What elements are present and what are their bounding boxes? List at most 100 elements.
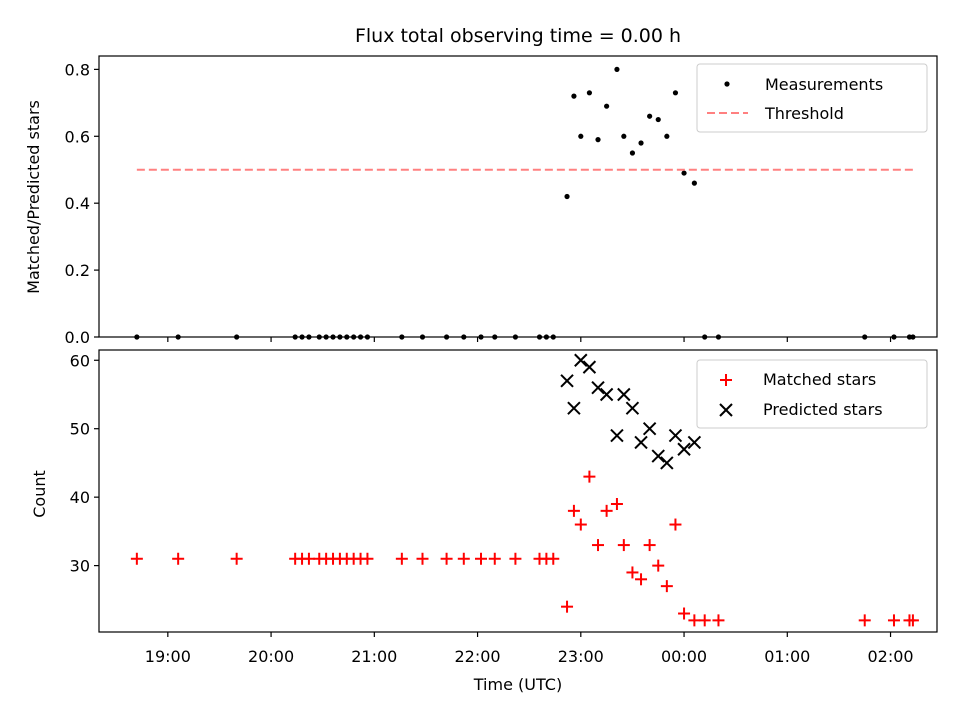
matched-stars-point	[547, 552, 560, 565]
matched-stars-point	[906, 614, 919, 627]
matched-stars-point	[561, 600, 574, 613]
x-tick-label: 00:00	[661, 647, 707, 666]
matched-stars-point	[440, 552, 453, 565]
predicted-stars-point	[634, 435, 648, 450]
legend-matched-marker	[720, 374, 732, 386]
matched-stars-point	[592, 539, 605, 552]
predicted-stars-point	[687, 435, 702, 450]
matched-stars-point	[130, 552, 143, 565]
measurement-point	[691, 180, 697, 186]
bottom-legend-box	[696, 359, 928, 429]
y-tick-label: 40	[70, 488, 90, 507]
matched-stars-point	[626, 566, 639, 579]
y-tick-label: 0.2	[65, 261, 90, 280]
measurement-point	[604, 103, 610, 109]
predicted-stars-point	[560, 374, 574, 388]
predicted-stars-point	[668, 428, 683, 443]
measurement-point	[664, 133, 670, 139]
bottom-y-axis-label: Count	[30, 470, 49, 518]
matched-stars-point	[600, 504, 613, 517]
measurement-point	[681, 170, 687, 176]
top-y-axis: 0.0 0.2 0.4 0.6 0.8	[65, 60, 99, 347]
matched-stars-point	[361, 552, 374, 565]
matched-stars-point	[475, 552, 488, 565]
matched-stars-point	[509, 552, 522, 565]
predicted-stars-point	[617, 387, 631, 402]
legend-matched-label: Matched stars	[763, 370, 876, 389]
predicted-stars-point	[610, 428, 624, 443]
y-tick-label: 0.0	[65, 328, 90, 347]
matched-stars-point	[610, 498, 623, 511]
matched-stars-point	[567, 504, 580, 517]
matched-stars-point	[230, 552, 243, 565]
matched-stars-point	[395, 552, 408, 565]
top-legend: Measurements Threshold	[696, 63, 928, 133]
x-tick-label: 20:00	[248, 647, 294, 666]
matched-stars-point	[678, 607, 691, 620]
predicted-stars-point	[582, 360, 597, 374]
bottom-y-axis: 30 40 50 60	[70, 351, 99, 576]
matched-stars-point	[652, 559, 665, 572]
predicted-stars-point	[677, 442, 691, 456]
legend-predicted-marker	[719, 403, 733, 417]
top-axes-frame	[98, 55, 938, 338]
legend-measurements-label: Measurements	[765, 75, 883, 94]
y-tick-label: 50	[70, 420, 90, 439]
matched-stars-point	[583, 470, 596, 483]
measurement-point	[647, 113, 653, 119]
x-tick-label: 21:00	[351, 647, 397, 666]
matched-stars-point	[302, 552, 315, 565]
measurement-point	[564, 193, 570, 200]
bottom-plot-area	[130, 353, 919, 627]
measurement-point	[621, 133, 627, 139]
measurement-point	[629, 150, 636, 156]
measurement-point	[571, 93, 577, 99]
measurement-point	[586, 90, 593, 96]
legend-predicted-label: Predicted stars	[763, 400, 883, 419]
matched-stars-point	[660, 580, 673, 593]
x-tick-label: 23:00	[558, 647, 604, 666]
y-tick-label: 60	[70, 351, 90, 370]
measurement-point	[595, 137, 601, 143]
predicted-stars-point	[599, 387, 614, 402]
y-tick-label: 0.4	[65, 194, 90, 213]
matched-stars-point	[488, 552, 501, 565]
chart-title: Flux total observing time = 0.00 h	[355, 25, 681, 47]
bottom-legend: Matched stars Predicted stars	[696, 359, 928, 429]
measurement-point	[672, 90, 679, 96]
x-tick-label: 02:00	[867, 647, 913, 666]
matched-stars-point	[858, 614, 871, 627]
bottom-axes-frame	[98, 349, 938, 633]
matched-stars-point	[635, 573, 648, 586]
matched-stars-point	[887, 614, 900, 627]
top-plot-area	[134, 66, 916, 340]
y-tick-label: 0.8	[65, 60, 90, 79]
predicted-stars-point	[642, 422, 657, 436]
x-tick-label: 19:00	[145, 647, 191, 666]
predicted-stars-point	[591, 380, 605, 395]
predicted-stars-point	[660, 456, 674, 470]
x-tick-label: 01:00	[764, 647, 810, 666]
measurement-point	[638, 140, 644, 146]
matched-stars-point	[643, 539, 656, 552]
x-tick-label: 22:00	[455, 647, 501, 666]
predicted-stars-point	[625, 401, 640, 415]
predicted-stars-point	[574, 353, 588, 367]
legend-threshold-label: Threshold	[764, 104, 844, 123]
y-tick-label: 30	[70, 557, 90, 576]
matched-stars-point	[574, 518, 587, 531]
matched-stars-point	[617, 539, 630, 552]
predicted-stars-point	[567, 401, 581, 415]
top-y-axis-label: Matched/Predicted stars	[24, 100, 43, 294]
predicted-stars-point	[651, 449, 665, 463]
measurement-point	[614, 66, 620, 72]
matched-stars-point	[698, 614, 711, 627]
measurement-point	[578, 133, 584, 139]
bottom-x-axis: 19:00 20:00 21:00 22:00 23:00 00:00 01:00 02:00	[145, 632, 914, 666]
top-legend-box	[696, 63, 928, 133]
matched-stars-point	[669, 518, 682, 531]
matched-stars-point	[172, 552, 185, 565]
measurement-point	[655, 116, 661, 123]
matched-stars-point	[457, 552, 470, 565]
